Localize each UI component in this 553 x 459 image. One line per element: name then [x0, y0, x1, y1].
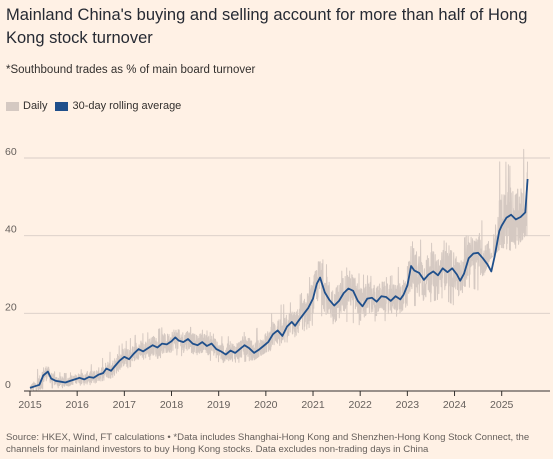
chart-title: Mainland China's buying and selling acco…	[6, 6, 528, 47]
legend-item-rolling-average: 30-day rolling average	[55, 100, 181, 112]
source-note: Source: HKEX, Wind, FT calculations • *D…	[6, 432, 530, 455]
grid-lines	[24, 157, 550, 392]
y-tick-label-0: 0	[5, 379, 11, 391]
x-tick-label-2019: 2019	[207, 399, 231, 411]
legend-item-daily: Daily	[6, 100, 47, 112]
x-axis: 2015 2016 2017 2018 2019 2020 2021 2022 2023 2024…	[18, 391, 514, 411]
x-tick-label-2025: 2025	[490, 399, 514, 411]
y-tick-label-60: 60	[5, 146, 17, 158]
x-tick-label-2021: 2021	[301, 399, 325, 411]
line-chart: 2015 2016 2017 2018 2019 2020 2021 2022 2023 2024…	[5, 146, 550, 411]
rolling-average-series	[29, 178, 529, 389]
x-tick-label-2016: 2016	[65, 399, 89, 411]
y-axis: 0 20 40 60	[5, 146, 17, 391]
x-tick-label-2017: 2017	[113, 399, 137, 411]
x-tick-label-2024: 2024	[443, 399, 467, 411]
series-line-rolling-average	[29, 178, 529, 389]
x-tick-label-2018: 2018	[160, 399, 184, 411]
legend-swatch-daily	[6, 101, 19, 111]
x-tick-label-2022: 2022	[349, 399, 373, 411]
y-tick-label-40: 40	[5, 224, 17, 236]
legend: Daily 30-day rolling average	[6, 100, 189, 112]
legend-label-rolling-average: 30-day rolling average	[72, 100, 182, 112]
chart-subtitle: *Southbound trades as % of main board tu…	[6, 64, 256, 76]
y-tick-label-20: 20	[5, 301, 17, 313]
legend-label-daily: Daily	[23, 100, 48, 112]
legend-swatch-rolling-average	[55, 101, 69, 111]
x-tick-label-2015: 2015	[18, 399, 42, 411]
x-tick-label-2020: 2020	[254, 399, 278, 411]
x-tick-label-2023: 2023	[396, 399, 420, 411]
